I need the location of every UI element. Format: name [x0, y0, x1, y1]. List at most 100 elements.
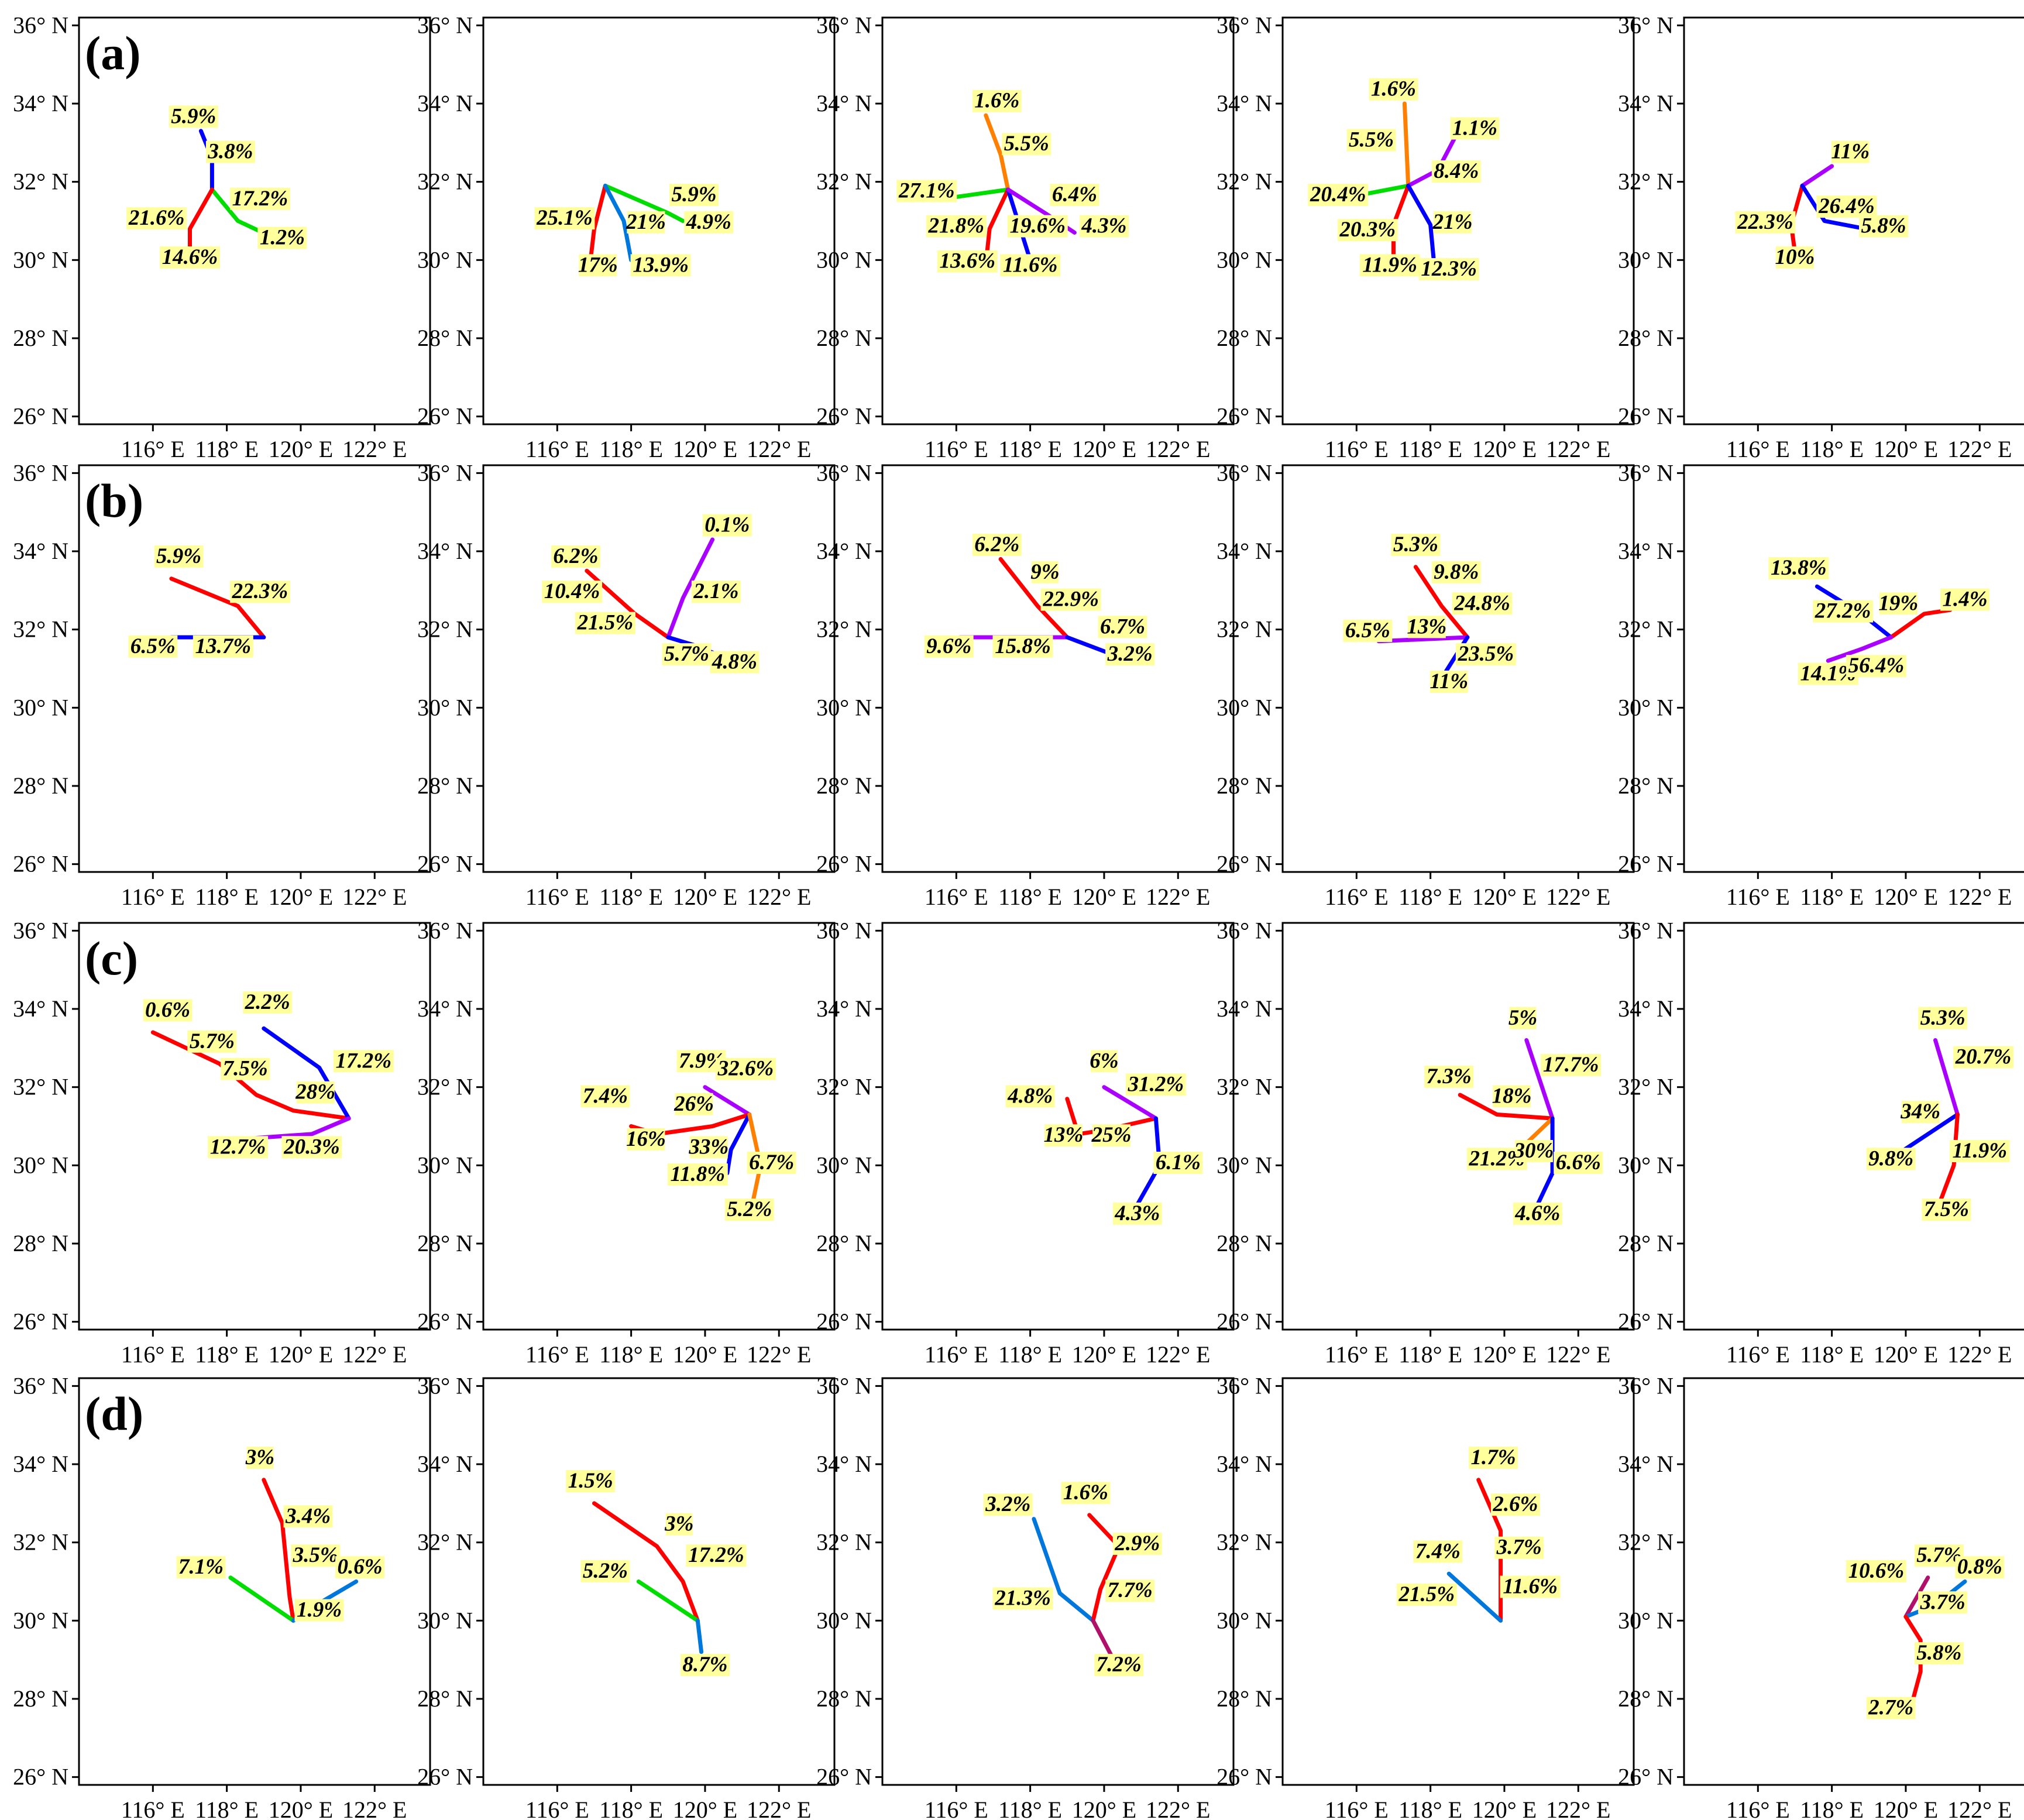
percent-label-bg: [896, 180, 957, 202]
percent-label: 3.7%: [1496, 1536, 1542, 1560]
percent-label: 12.7%: [210, 1135, 266, 1159]
lat-tick-label: 28° N: [417, 325, 473, 351]
percent-label-bg: [702, 514, 752, 537]
percent-label-bg: [208, 1136, 269, 1159]
row-label: (c): [85, 932, 138, 985]
lon-tick-label: 118° E: [998, 1797, 1062, 1820]
percent-label-bg: [187, 1030, 237, 1053]
map-panel-0-3: 26° N 28° N 30° N 32° N 34° N 36° N 116° E 118°…: [1217, 12, 1635, 462]
lon-tick-label: 118° E: [599, 884, 663, 910]
trajectory-blue: [1406, 183, 1437, 266]
percent-label: 5.8%: [1916, 1641, 1961, 1665]
lat-tick-label: 34° N: [13, 1451, 68, 1477]
lon-tick-label: 116° E: [1726, 1797, 1790, 1820]
percent-label: 33%: [688, 1135, 728, 1159]
percent-label: 21.5%: [577, 611, 634, 635]
lat-tick-label: 36° N: [1217, 917, 1272, 943]
percent-label: 1.1%: [1452, 116, 1497, 140]
map-panel-1-2: 26° N 28° N 30° N 32° N 34° N 36° N 116° E 118°…: [816, 459, 1235, 910]
lat-tick-label: 30° N: [816, 1607, 872, 1633]
percent-label: 18%: [1492, 1084, 1532, 1108]
trajectory-green: [950, 187, 1011, 200]
percent-label: 16%: [626, 1127, 666, 1151]
lat-tick-label: 32° N: [1618, 616, 1674, 643]
lat-tick-label: 28° N: [1618, 772, 1674, 799]
percent-label: 13%: [1044, 1123, 1084, 1147]
lon-tick-label: 122° E: [342, 436, 407, 462]
percent-label: 7.2%: [1097, 1653, 1142, 1677]
panel-frame: [1683, 16, 2024, 425]
percent-label-bg: [1509, 1007, 1537, 1029]
percent-label: 6.5%: [130, 634, 176, 658]
lat-tick-label: 34° N: [1618, 995, 1674, 1022]
lat-tick-label: 34° N: [13, 538, 68, 564]
trajectory-red: [592, 1501, 700, 1623]
lon-tick-label: 116° E: [925, 1341, 988, 1368]
lon-tick-label: 116° E: [1325, 884, 1389, 910]
lat-tick-label: 26° N: [417, 403, 473, 430]
percent-label: 3.7%: [1920, 1590, 1965, 1614]
trajectory-green: [636, 1579, 700, 1623]
percent-label: 5.2%: [727, 1197, 772, 1221]
percent-label: 2.6%: [1492, 1492, 1538, 1516]
percent-label-bg: [675, 1093, 713, 1115]
percent-label-bg: [627, 1128, 665, 1151]
lon-tick-label: 122° E: [1146, 1797, 1210, 1820]
lat-tick-label: 32° N: [816, 1074, 872, 1100]
lat-tick-label: 36° N: [1217, 459, 1272, 486]
lat-tick-label: 34° N: [1217, 538, 1272, 564]
trajectory-green: [603, 183, 685, 223]
percent-label-bg: [580, 1560, 630, 1582]
percent-label: 9%: [1030, 560, 1059, 584]
row-label: (a): [85, 26, 141, 80]
percent-label: 23.5%: [1458, 642, 1514, 666]
lat-tick-label: 32° N: [417, 1074, 473, 1100]
percent-label-bg: [1469, 1447, 1518, 1469]
percent-label-bg: [229, 187, 290, 210]
percent-label-bg: [169, 105, 218, 128]
percent-label: 21%: [1432, 210, 1473, 234]
lon-tick-label: 116° E: [121, 884, 185, 910]
percent-label-bg: [686, 1544, 747, 1567]
trajectory-sky: [1446, 1571, 1503, 1623]
trajectory-maroon: [1903, 1575, 1930, 1619]
lat-tick-label: 30° N: [417, 1152, 473, 1178]
lat-tick-label: 30° N: [13, 694, 68, 720]
percent-label-bg: [1735, 211, 1796, 233]
percent-label: 21%: [626, 210, 666, 234]
lat-tick-label: 36° N: [1618, 1372, 1674, 1399]
lon-tick-label: 122° E: [1546, 1341, 1610, 1368]
lat-tick-label: 34° N: [417, 90, 473, 116]
lat-tick-label: 26° N: [1217, 403, 1272, 430]
percent-label-bg: [1455, 643, 1516, 666]
percent-label-bg: [1105, 643, 1155, 666]
percent-label: 13.8%: [1771, 556, 1827, 580]
percent-label: 11.9%: [1952, 1139, 2007, 1163]
percent-label: 17.2%: [688, 1543, 744, 1567]
percent-label-bg: [246, 1447, 274, 1469]
lat-tick-label: 28° N: [1217, 1230, 1272, 1256]
lon-tick-label: 116° E: [525, 884, 589, 910]
panel-frame: [1281, 464, 1635, 873]
percent-label-bg: [1768, 557, 1829, 580]
trajectory-red: [1065, 1097, 1158, 1136]
percent-label: 34%: [1900, 1100, 1940, 1124]
percent-label: 27.1%: [898, 178, 955, 202]
map-panel-0-0: 26° N 28° N 30° N 32° N 34° N 36° N 116° E 118°…: [13, 12, 431, 462]
percent-label: 5.2%: [583, 1559, 628, 1583]
lat-tick-label: 32° N: [417, 616, 473, 643]
lon-tick-label: 118° E: [1398, 1797, 1462, 1820]
map-panel-1-1: 26° N 28° N 30° N 32° N 34° N 36° N 116° E 118°…: [417, 459, 836, 910]
lon-tick-label: 116° E: [525, 1341, 589, 1368]
percent-label-bg: [1308, 184, 1369, 207]
map-panel-1-3: 26° N 28° N 30° N 32° N 34° N 36° N 116° E 118°…: [1217, 459, 1635, 910]
lat-tick-label: 28° N: [1618, 1230, 1674, 1256]
trajectory-orange: [1402, 101, 1411, 188]
lon-tick-label: 118° E: [599, 436, 663, 462]
lon-tick-label: 116° E: [525, 436, 589, 462]
percent-label: 13.9%: [633, 253, 689, 277]
percent-label: 4.8%: [1007, 1084, 1053, 1108]
panel-frame: [78, 922, 431, 1331]
percent-label-bg: [1396, 1583, 1457, 1606]
trajectory-green: [228, 1575, 295, 1623]
